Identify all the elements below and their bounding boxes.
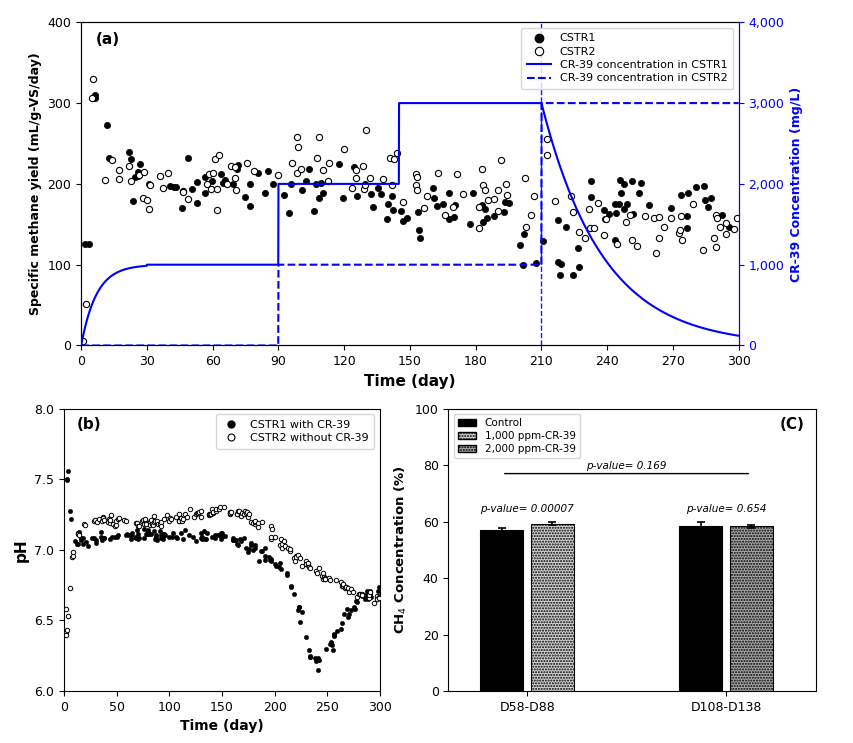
Text: p-value= 0.169: p-value= 0.169 (586, 461, 666, 471)
Legend: CSTR1 with CR-39, CSTR2 without CR-39: CSTR1 with CR-39, CSTR2 without CR-39 (216, 414, 374, 449)
Y-axis label: Specific methane yield (mL/g-VS/day): Specific methane yield (mL/g-VS/day) (29, 53, 42, 315)
Legend: Control, 1,000 ppm-CR-39, 2,000 ppm-CR-39: Control, 1,000 ppm-CR-39, 2,000 ppm-CR-3… (453, 414, 579, 458)
Legend: CSTR1, CSTR2, CR-39 concentration in CSTR1, CR-39 concentration in CSTR2: CSTR1, CSTR2, CR-39 concentration in CST… (520, 27, 732, 89)
Text: (C): (C) (779, 417, 804, 432)
Y-axis label: CH$_4$ Concentration (%): CH$_4$ Concentration (%) (392, 466, 409, 634)
Y-axis label: pH: pH (14, 538, 29, 562)
X-axis label: Time (day): Time (day) (180, 719, 264, 733)
Text: (b): (b) (77, 417, 102, 432)
Y-axis label: CR-39 Concentration (mg/L): CR-39 Concentration (mg/L) (789, 86, 802, 282)
Bar (729, 526, 772, 691)
Text: p-value= 0.00007: p-value= 0.00007 (479, 504, 573, 513)
Text: p-value= 0.654: p-value= 0.654 (685, 504, 765, 513)
Bar (531, 524, 573, 691)
Text: (a): (a) (96, 32, 119, 47)
X-axis label: Time (day): Time (day) (363, 374, 456, 389)
Bar (679, 526, 722, 691)
Bar (480, 530, 523, 691)
